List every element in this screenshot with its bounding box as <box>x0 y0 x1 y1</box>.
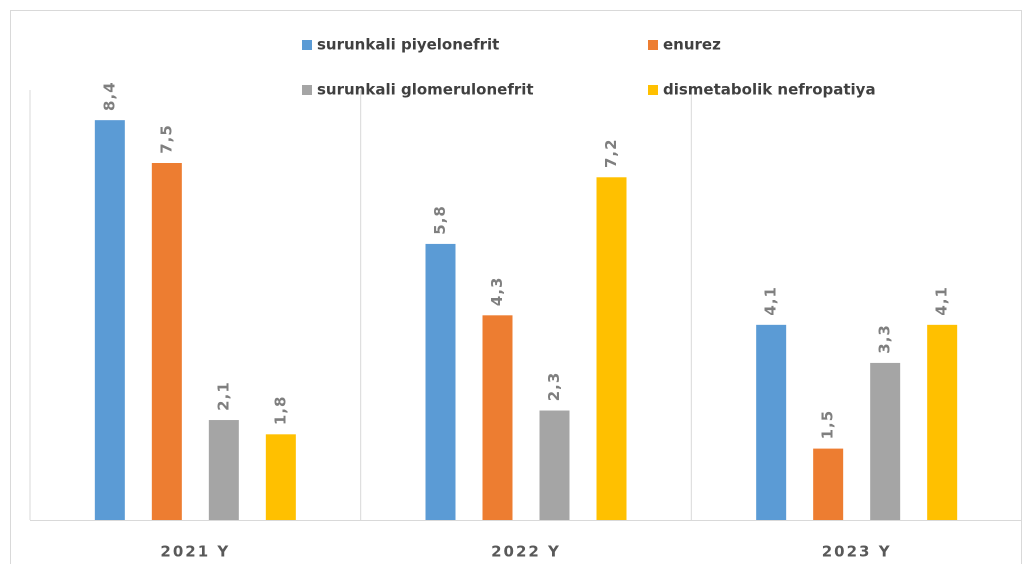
legend-swatch <box>648 85 658 95</box>
bar <box>208 420 239 520</box>
legend-label: enurez <box>663 36 721 54</box>
bar <box>813 448 844 520</box>
data-label: 2,1 <box>214 381 232 411</box>
x-tick-label: 2023 Y <box>822 543 892 561</box>
legend-label: surunkali glomerulonefrit <box>317 81 534 99</box>
bar <box>927 324 958 520</box>
data-label: 1,5 <box>819 410 837 440</box>
bar <box>265 434 296 520</box>
data-label: 3,3 <box>876 324 894 354</box>
x-tick-label: 2022 Y <box>491 543 561 561</box>
bar <box>94 120 125 520</box>
bar <box>482 315 513 520</box>
bar <box>596 177 627 520</box>
legend-label: surunkali piyelonefrit <box>317 36 499 54</box>
bar <box>151 163 182 520</box>
data-label: 1,8 <box>271 396 289 426</box>
data-label: 4,1 <box>933 286 951 316</box>
legend-swatch <box>302 85 312 95</box>
data-label: 8,4 <box>100 81 118 111</box>
data-label: 2,3 <box>545 372 563 402</box>
bar <box>539 410 570 520</box>
bar <box>756 324 787 520</box>
legend-swatch <box>302 40 312 50</box>
data-label: 4,3 <box>488 277 506 307</box>
bar <box>870 362 901 520</box>
x-tick-label: 2021 Y <box>160 543 230 561</box>
data-label: 7,5 <box>157 124 175 154</box>
data-label: 5,8 <box>431 205 449 235</box>
bar <box>425 243 456 521</box>
legend-swatch <box>648 40 658 50</box>
data-label: 4,1 <box>762 286 780 316</box>
data-label: 7,2 <box>602 138 620 168</box>
legend-label: dismetabolik nefropatiya <box>663 81 876 99</box>
